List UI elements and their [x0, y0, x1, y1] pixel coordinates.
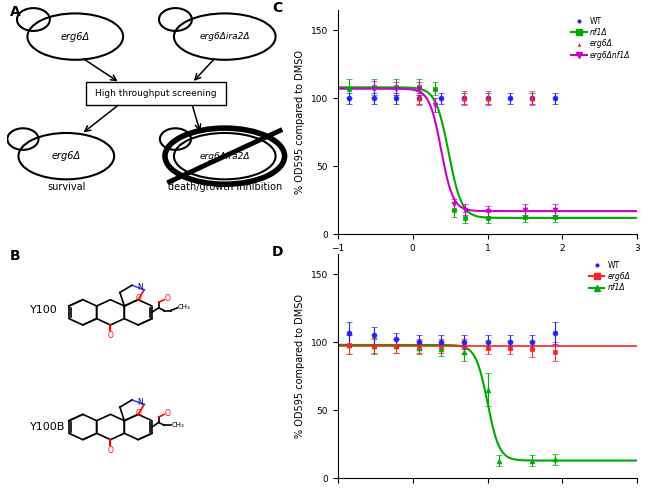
- Text: O: O: [107, 331, 113, 340]
- Text: O: O: [164, 409, 170, 418]
- Text: CH₃: CH₃: [172, 422, 184, 428]
- Y-axis label: % OD595 compared to DMSO: % OD595 compared to DMSO: [296, 50, 306, 194]
- Text: D: D: [272, 245, 283, 259]
- Text: erg6Δ: erg6Δ: [60, 32, 90, 41]
- Text: death/growth inhibition: death/growth inhibition: [168, 182, 282, 192]
- X-axis label: log Y100 (μM): log Y100 (μM): [452, 259, 523, 268]
- Text: B: B: [10, 249, 20, 263]
- Text: survival: survival: [47, 182, 86, 192]
- Text: erg6Δira2Δ: erg6Δira2Δ: [200, 32, 250, 41]
- Text: Y100: Y100: [31, 305, 58, 315]
- Legend: WT, erg6Δ, nf1Δ: WT, erg6Δ, nf1Δ: [586, 258, 633, 295]
- Text: O: O: [107, 446, 113, 454]
- Y-axis label: % OD595 compared to DMSO: % OD595 compared to DMSO: [296, 294, 306, 438]
- FancyBboxPatch shape: [86, 81, 226, 105]
- Text: Y100B: Y100B: [31, 422, 66, 432]
- Text: O: O: [164, 294, 170, 303]
- Text: C: C: [272, 1, 283, 15]
- Text: O: O: [135, 294, 141, 303]
- Text: N: N: [137, 283, 142, 292]
- Text: erg6Δ: erg6Δ: [52, 151, 81, 161]
- Text: O: O: [135, 408, 141, 418]
- Text: High throughput screening: High throughput screening: [95, 89, 217, 98]
- Legend: WT, nf1Δ, erg6Δ, erg6Δnf1Δ: WT, nf1Δ, erg6Δ, erg6Δnf1Δ: [568, 14, 633, 62]
- Text: A: A: [10, 5, 20, 19]
- Text: N: N: [137, 398, 142, 407]
- Text: erg6Δira2Δ: erg6Δira2Δ: [200, 152, 250, 161]
- Text: CH₃: CH₃: [178, 305, 190, 310]
